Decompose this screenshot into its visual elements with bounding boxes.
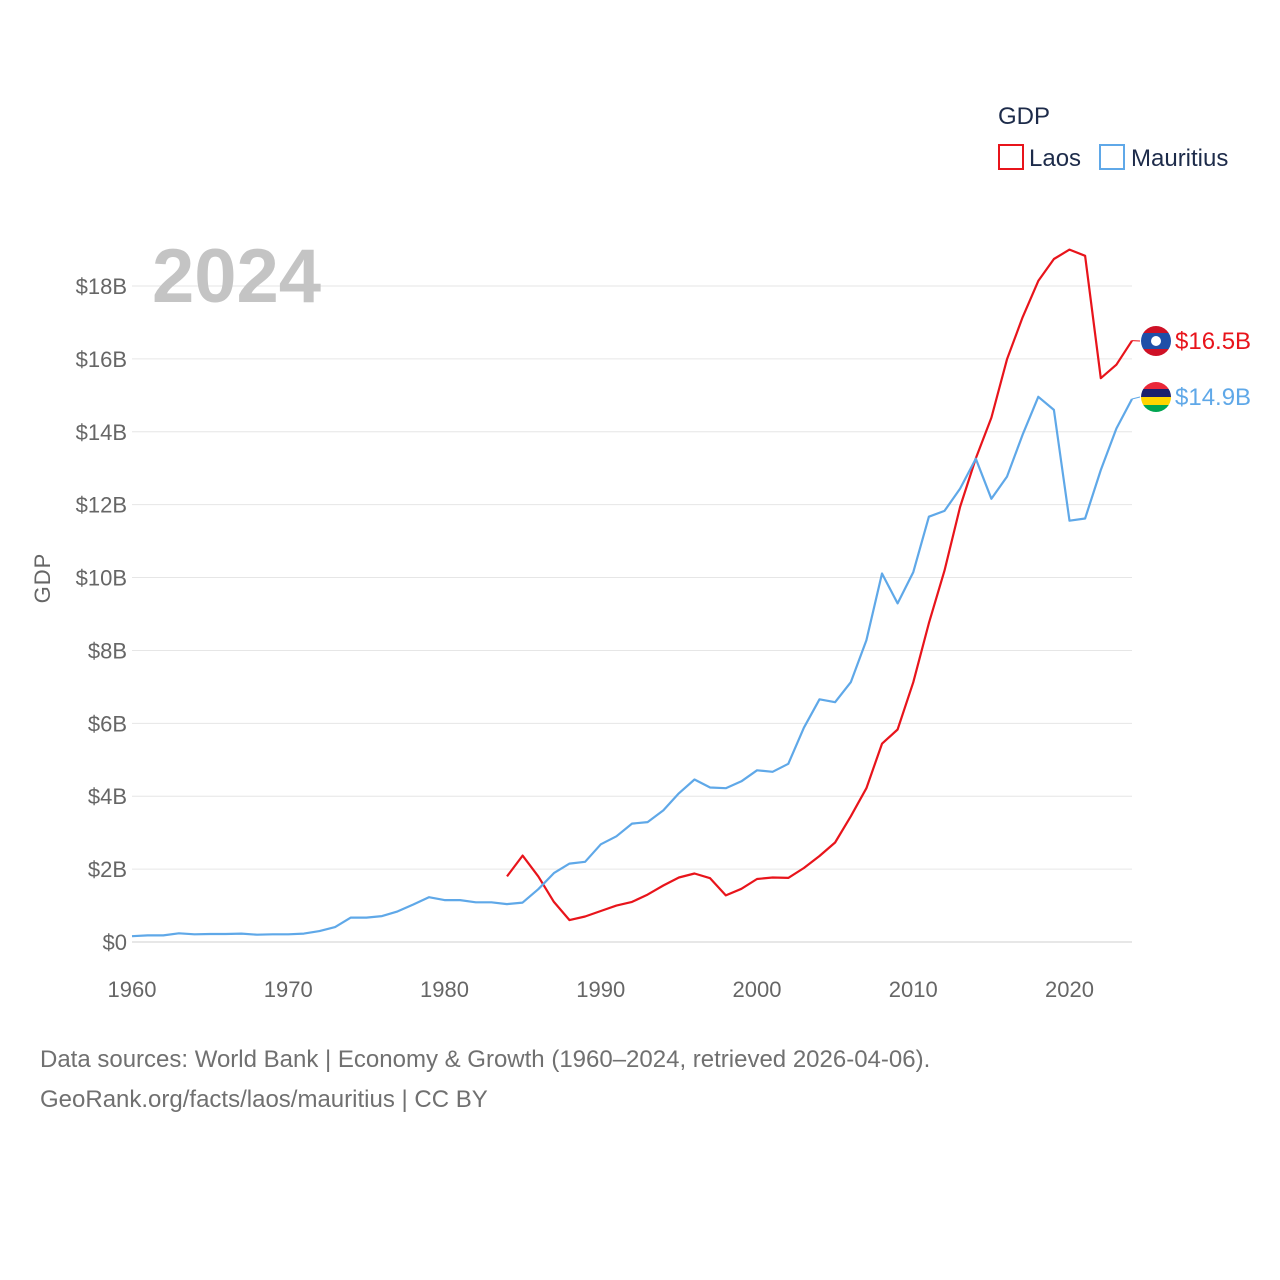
- y-tick-label: $18B: [76, 274, 127, 299]
- series-line-laos: [506, 248, 1133, 922]
- y-tick-label: $2B: [88, 857, 127, 882]
- x-tick-label: 2020: [1045, 977, 1094, 1002]
- y-tick-label: $8B: [88, 638, 127, 663]
- x-tick-label: 1960: [108, 977, 157, 1002]
- x-tick-label: 2000: [733, 977, 782, 1002]
- x-tick-label: 1970: [264, 977, 313, 1002]
- x-tick-label: 1980: [420, 977, 469, 1002]
- y-tick-label: $10B: [76, 566, 127, 591]
- y-tick-label: $0: [103, 930, 127, 955]
- legend-item-laos[interactable]: Laos: [998, 144, 1081, 172]
- legend[interactable]: GDP Laos Mauritius: [998, 103, 1228, 172]
- y-tick-label: $12B: [76, 493, 127, 518]
- x-axis-ticks: 1960 1970 1980 1990 2000 2010 2020: [108, 977, 1094, 1002]
- x-tick-label: 2010: [889, 977, 938, 1002]
- attribution-link[interactable]: GeoRank.org/facts/laos/mauritius | CC BY: [40, 1086, 488, 1113]
- y-axis-ticks: $0 $2B $4B $6B $8B $10B $12B $14B $16B $18B: [76, 274, 127, 955]
- connector-mauritius: [1131, 396, 1141, 400]
- y-axis-title: GDP: [30, 553, 55, 604]
- end-value-laos: $16.5B: [1175, 328, 1251, 355]
- legend-swatch-mauritius: [1099, 144, 1125, 170]
- y-tick-label: $14B: [76, 420, 127, 445]
- y-tick-label: $16B: [76, 347, 127, 372]
- y-tick-label: $4B: [88, 784, 127, 809]
- end-markers: $16.5B $14.9B: [1131, 326, 1251, 412]
- footer: Data sources: World Bank | Economy & Gro…: [40, 1040, 1240, 1120]
- laos-flag-icon: [1141, 326, 1171, 356]
- legend-label-laos: Laos: [1029, 145, 1081, 172]
- mauritius-flag-icon: [1141, 382, 1171, 412]
- series-lines: [131, 248, 1133, 938]
- series-line-mauritius: [131, 395, 1133, 938]
- year-label: 2024: [152, 234, 321, 319]
- grid-lines: [132, 285, 1132, 943]
- gdp-line-chart: $0$2B$4B$6B$8B$10B$12B$14B$16B$18B 1960 1…: [30, 103, 1251, 1002]
- legend-item-mauritius[interactable]: Mauritius: [1099, 144, 1228, 172]
- x-tick-label: 1990: [576, 977, 625, 1002]
- data-source-text: Data sources: World Bank | Economy & Gro…: [40, 1046, 931, 1073]
- legend-swatch-laos: [998, 144, 1024, 170]
- y-tick-label: $6B: [88, 711, 127, 736]
- end-value-mauritius: $14.9B: [1175, 384, 1251, 411]
- legend-label-mauritius: Mauritius: [1131, 145, 1228, 172]
- legend-title: GDP: [998, 103, 1050, 130]
